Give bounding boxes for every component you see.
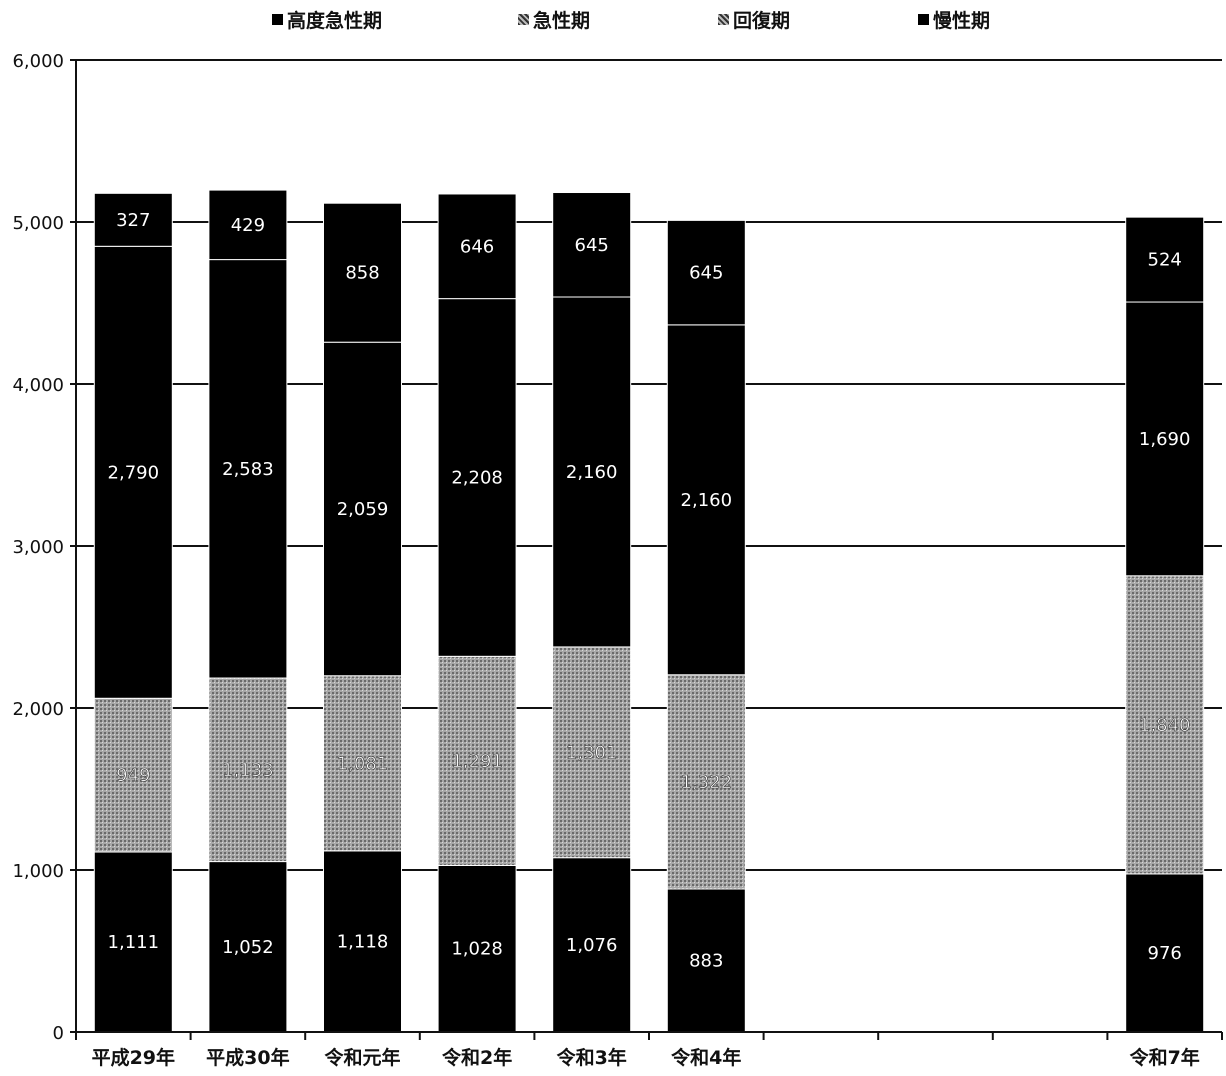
x-tick-label: 令和4年 (671, 1046, 741, 1069)
bar-segment (437, 193, 517, 300)
data-label: 1,840 (1139, 715, 1191, 736)
data-label: 1,052 (222, 937, 274, 958)
legend-label: 慢性期 (933, 10, 991, 32)
bar-segment (323, 341, 402, 677)
bar-segment (666, 674, 746, 890)
bars (93, 189, 1205, 1033)
bar-segment (552, 192, 632, 298)
data-label: 2,059 (337, 499, 389, 520)
x-tick-label: 令和2年 (442, 1046, 512, 1069)
y-tick-label: 2,000 (12, 699, 64, 720)
bar-segment (1125, 216, 1205, 303)
bar-segment (552, 646, 632, 859)
bar-segment (1125, 575, 1205, 875)
data-label: 2,583 (222, 459, 274, 480)
data-label: 1,322 (681, 772, 733, 793)
legend-item-chronic: 慢性期 (918, 6, 990, 33)
x-tick-label: 令和3年 (557, 1046, 627, 1069)
data-labels: 1,111 949 2,790 327 1,052 1,133 2,583 429 1,118 1… (108, 210, 1191, 972)
axes: 0 1,000 2,000 3,000 4,000 5,000 6,000 平成29年 平成30… (12, 51, 1223, 1069)
data-label: 949 (116, 765, 150, 786)
bar-segment (666, 888, 746, 1033)
bar-segment (93, 697, 173, 853)
bar-segment (208, 677, 288, 863)
data-label: 1,301 (566, 742, 618, 763)
data-label: 1,081 (337, 753, 389, 774)
legend-label: 急性期 (533, 10, 591, 32)
legend-label: 回復期 (733, 10, 791, 32)
data-label: 976 (1148, 943, 1182, 964)
bar-segment (208, 259, 288, 679)
data-label: 2,160 (566, 462, 618, 483)
data-label: 645 (575, 235, 609, 256)
data-label: 1,076 (566, 935, 618, 956)
bar-segment (1125, 873, 1205, 1033)
legend-label: 高度急性期 (287, 10, 383, 32)
legend-swatch (718, 14, 729, 25)
legend-item-recovery: 回復期 (718, 6, 790, 33)
bar-segment (666, 219, 746, 326)
bar-segment (437, 298, 517, 657)
legend-swatch (518, 14, 529, 25)
bar-segment (323, 675, 402, 852)
legend-item-acute: 急性期 (518, 6, 590, 33)
chart-legend: 高度急性期 急性期 回復期 慢性期 (0, 6, 1226, 36)
y-tick-label: 6,000 (12, 51, 64, 72)
bar-segment (93, 192, 173, 247)
bar-segment (323, 850, 402, 1033)
y-tick-label: 5,000 (12, 213, 64, 234)
bar-segment (437, 655, 517, 866)
data-label: 2,208 (451, 467, 503, 488)
data-label: 429 (231, 215, 265, 236)
x-tick-label: 平成29年 (92, 1046, 175, 1069)
bar-segment (552, 296, 632, 648)
data-label: 1,028 (451, 939, 503, 960)
data-label: 1,118 (337, 931, 389, 952)
legend-item-high-acute: 高度急性期 (272, 6, 382, 33)
bar-segment (93, 245, 173, 699)
data-label: 858 (345, 263, 379, 284)
data-label: 2,790 (108, 462, 160, 483)
y-tick-label: 1,000 (12, 861, 64, 882)
bar-segment (208, 189, 288, 261)
data-label: 2,160 (681, 490, 733, 511)
x-tick-label: 令和7年 (1130, 1046, 1200, 1069)
bar-segment (323, 202, 402, 343)
y-tick-label: 0 (53, 1023, 64, 1044)
data-label: 645 (689, 263, 723, 284)
data-label: 327 (116, 210, 150, 231)
bar-segment (208, 861, 288, 1033)
x-tick-label: 平成30年 (206, 1046, 289, 1069)
legend-swatch (918, 14, 929, 25)
data-label: 1,690 (1139, 429, 1191, 450)
y-tick-label: 4,000 (12, 375, 64, 396)
bar-segment (666, 324, 746, 676)
data-label: 524 (1148, 250, 1182, 271)
x-tick-label: 令和元年 (324, 1046, 400, 1069)
data-label: 1,133 (222, 760, 274, 781)
data-label: 1,111 (108, 932, 160, 953)
data-label: 883 (689, 950, 723, 971)
legend-swatch (272, 14, 283, 25)
y-tick-label: 3,000 (12, 537, 64, 558)
bar-segment (1125, 301, 1205, 577)
data-label: 1,291 (451, 751, 503, 772)
bar-segment (93, 851, 173, 1033)
data-label: 646 (460, 236, 494, 257)
